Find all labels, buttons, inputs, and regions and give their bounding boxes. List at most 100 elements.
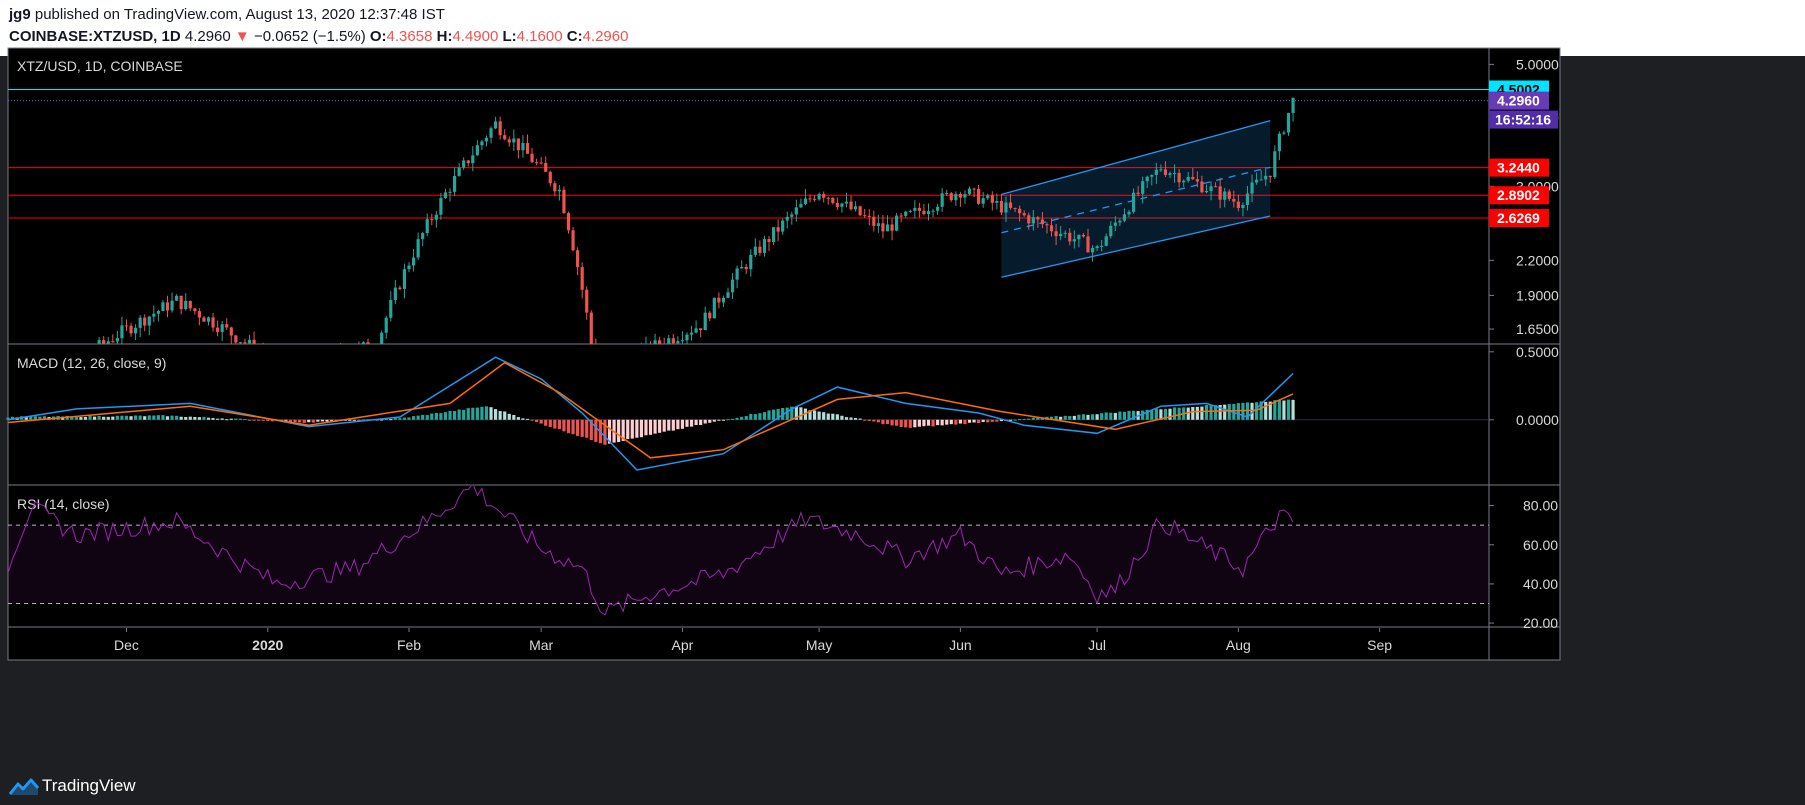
candle-body [129, 325, 133, 334]
macd-histogram-bar [1008, 419, 1013, 421]
macd-histogram-bar [831, 413, 835, 420]
candle-body [936, 206, 940, 211]
macd-histogram-bar [466, 408, 470, 420]
candle-body [822, 194, 826, 198]
candle-body [799, 204, 803, 208]
macd-histogram-bar [316, 419, 320, 422]
time-tick-label: Jun [949, 637, 972, 653]
author-name[interactable]: jg9 [9, 6, 31, 23]
macd-histogram-bar [954, 419, 958, 425]
macd-histogram-bar [261, 419, 265, 421]
time-tick-label: Mar [529, 637, 553, 653]
macd-line [7, 356, 1294, 471]
candle-body [908, 210, 912, 212]
price-axis-background [1489, 48, 1560, 660]
macd-histogram-bar [521, 418, 525, 420]
macd-histogram-bar [320, 419, 325, 422]
macd-group [6, 356, 1489, 471]
macd-histogram-bar [1086, 414, 1090, 420]
macd-histogram-bar [220, 418, 224, 420]
price-pane-title: XTZ/USD, 1D, COINBASE [17, 58, 183, 74]
candle-body [1141, 181, 1145, 194]
macd-histogram-bar [471, 407, 475, 420]
macd-histogram-bar [945, 419, 949, 425]
publish-line: jg9 published on TradingView.com, August… [9, 6, 445, 23]
candle-body [1045, 224, 1049, 226]
time-tick-label: 2020 [252, 637, 283, 653]
candle-body [895, 215, 899, 231]
candle-body [1150, 174, 1154, 177]
candle-body [1145, 176, 1149, 182]
candle-body [1004, 202, 1008, 213]
macd-histogram-bar [922, 419, 926, 427]
macd-histogram-bar [1131, 410, 1136, 420]
macd-histogram-bar [621, 419, 625, 441]
low-label: L: [502, 28, 517, 45]
candle-body [849, 201, 853, 210]
candle-body [152, 313, 156, 317]
price-change: −0.0652 (−1.5%) [253, 28, 366, 45]
macd-histogram-bar [165, 416, 170, 420]
macd-histogram-bar [1259, 401, 1263, 420]
macd-histogram-bar [216, 418, 220, 420]
price-label-box [1489, 110, 1558, 129]
candle-body [1059, 233, 1063, 237]
macd-histogram-bar [781, 408, 785, 420]
tradingview-logo-icon[interactable] [9, 776, 39, 796]
macd-histogram-bar [70, 416, 74, 420]
candle-body [457, 167, 461, 176]
candle-body [124, 325, 129, 327]
candle-body [225, 324, 229, 328]
macd-histogram-bar [111, 416, 115, 420]
macd-histogram-bar [790, 406, 794, 420]
price-label-text: 4.2960 [1497, 93, 1540, 109]
candle-body [867, 215, 871, 217]
macd-histogram-bar [904, 419, 908, 428]
macd-histogram-bar [1168, 408, 1172, 420]
macd-histogram-bar [311, 419, 315, 423]
macd-histogram-bar [931, 419, 935, 427]
macd-histogram-bar [753, 414, 757, 420]
macd-histogram-bar [571, 419, 575, 435]
candle-body [475, 145, 479, 156]
candle-body [133, 327, 138, 334]
price-tick-label: 5.0000 [1516, 56, 1559, 72]
candle-body [430, 219, 434, 221]
macd-histogram-bar [658, 419, 662, 433]
candle-body [562, 189, 566, 214]
macd-histogram-bar [936, 419, 940, 426]
candle-body [1227, 191, 1231, 199]
macd-histogram-bar [393, 418, 397, 420]
footer-brand[interactable]: TradingView [42, 776, 136, 795]
channel-lower-line [1001, 215, 1271, 278]
macd-histogram-bar [908, 419, 912, 428]
macd-histogram-bar [380, 419, 384, 421]
candle-body [188, 300, 192, 309]
macd-histogram-bar [667, 419, 671, 431]
macd-histogram-bar [671, 419, 675, 431]
macd-histogram-bar [79, 417, 83, 420]
candle-body [503, 135, 507, 140]
candle-body [689, 332, 694, 335]
candle-body [170, 300, 174, 311]
candle-body [990, 195, 994, 203]
macd-histogram-bar [197, 417, 201, 420]
chart-canvas[interactable]: XTZ/USD, 1D, COINBASE MACD (12, 26, close… [0, 0, 1805, 767]
macd-histogram-bar [735, 417, 739, 420]
candle-body [986, 195, 990, 199]
macd-histogram-bar [999, 419, 1004, 422]
macd-histogram-bar [689, 419, 694, 427]
candle-body [1113, 222, 1117, 226]
candle-body [1286, 112, 1291, 133]
macd-histogram-bar [184, 417, 188, 420]
candle-body [1018, 208, 1022, 214]
candle-body [1264, 175, 1268, 180]
macd-histogram-bar [143, 416, 147, 420]
candle-body [790, 214, 794, 217]
candle-body [653, 340, 657, 344]
macd-histogram-bar [6, 417, 10, 420]
macd-histogram-bar [411, 416, 416, 420]
macd-histogram-bar [489, 407, 493, 420]
candle-body [197, 311, 201, 318]
candle-body [1209, 186, 1213, 191]
